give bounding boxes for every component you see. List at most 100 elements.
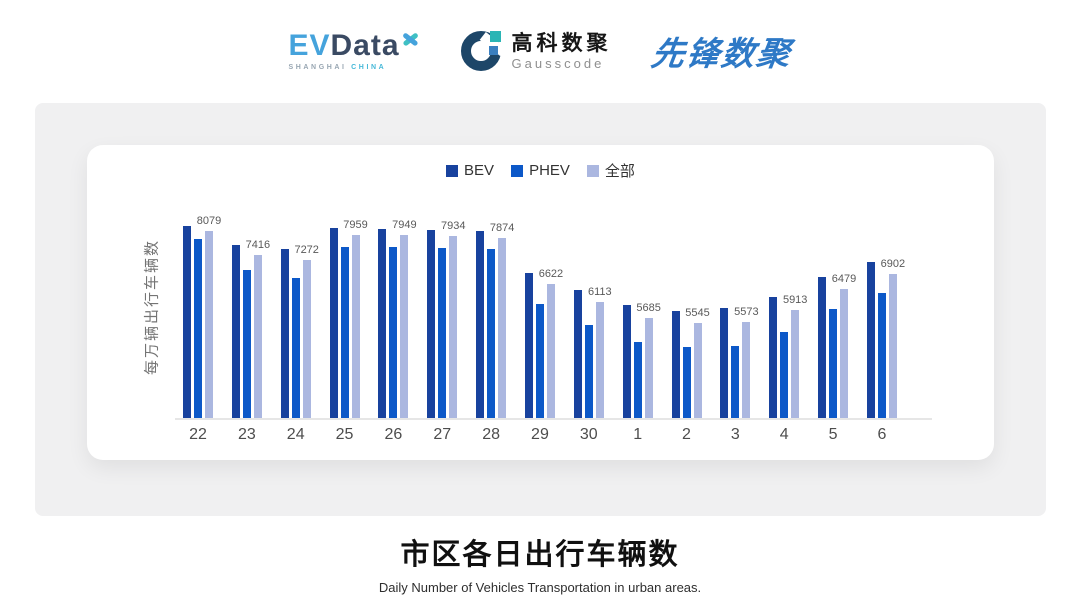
bar-bev-30[interactable] (573, 290, 582, 418)
bar-phev-3[interactable] (731, 346, 740, 418)
bar-phev-25[interactable] (340, 246, 349, 418)
bar-phev-26[interactable] (389, 246, 398, 418)
bar-all-2[interactable] (693, 323, 702, 418)
bar-value-label-6: 6902 (880, 257, 906, 270)
bars-24 (280, 249, 311, 418)
bar-value-label-4: 5913 (782, 293, 808, 306)
bars-2 (671, 310, 702, 418)
bar-group-24: 7272 (280, 218, 319, 418)
bar-bev-24[interactable] (280, 249, 289, 418)
bar-group-6: 6902 (866, 218, 905, 418)
bar-all-5[interactable] (840, 289, 849, 418)
bar-bev-3[interactable] (720, 308, 729, 418)
bar-all-30[interactable] (595, 302, 604, 418)
bar-all-6[interactable] (888, 273, 897, 418)
evdata-ev-text: EV (288, 29, 331, 62)
bars-6 (866, 261, 897, 418)
evdata-logo: EVData SHANGHAI CHINA (288, 29, 420, 72)
bar-all-22[interactable] (205, 230, 213, 418)
bar-value-label-29: 6622 (538, 267, 564, 280)
bar-bev-22[interactable] (183, 225, 191, 418)
x-axis-label-24: 24 (286, 426, 305, 443)
bar-all-27[interactable] (449, 235, 458, 418)
bar-bev-28[interactable] (476, 230, 485, 418)
bar-group-30: 6113 (573, 218, 612, 418)
bar-group-22: 8079 (183, 215, 221, 418)
bar-group-2: 5545 (671, 218, 710, 418)
gausscode-cn-text: 高科数聚 (511, 31, 612, 55)
bar-all-1[interactable] (644, 318, 653, 418)
legend-item-all[interactable]: 全部 (586, 160, 635, 181)
x-axis-label-29: 29 (531, 426, 549, 443)
bar-group-26: 7949 (378, 218, 417, 418)
bar-phev-1[interactable] (633, 341, 642, 418)
gausscode-blue-square (488, 46, 498, 55)
bar-value-label-25: 7959 (343, 218, 368, 231)
bar-value-label-22: 8079 (196, 214, 222, 227)
bar-group-25: 7959 (329, 218, 368, 418)
bar-value-label-5: 6479 (831, 273, 857, 285)
legend-item-bev[interactable]: BEV (446, 160, 494, 181)
bar-all-28[interactable] (498, 238, 507, 418)
legend-swatch-all (586, 164, 599, 177)
bars-3 (720, 308, 751, 418)
bar-phev-6[interactable] (877, 293, 886, 418)
bar-value-label-2: 5545 (685, 307, 710, 320)
bar-bev-5[interactable] (818, 277, 827, 418)
legend-item-phev[interactable]: PHEV (511, 160, 570, 181)
bar-all-26[interactable] (400, 235, 409, 418)
bar-phev-4[interactable] (780, 331, 789, 418)
bar-group-5: 6479 (818, 218, 856, 418)
x-axis-ticks: 22 23 24 25 26 27 28 29 30 1 2 3 4 5 6 (175, 426, 932, 446)
bar-bev-4[interactable] (769, 297, 778, 418)
bar-bev-23[interactable] (231, 245, 240, 418)
x-axis-label-23: 23 (237, 426, 256, 443)
bar-phev-24[interactable] (291, 278, 300, 418)
bar-bev-25[interactable] (329, 227, 338, 418)
bar-all-3[interactable] (742, 322, 751, 418)
bars-4 (769, 297, 800, 418)
bar-all-29[interactable] (546, 283, 555, 418)
bar-value-label-23: 7416 (245, 238, 271, 251)
bars-25 (329, 227, 360, 418)
header-logos: EVData SHANGHAI CHINA 高科数聚 Gausscode 先锋数… (0, 18, 1080, 84)
bar-bev-29[interactable] (524, 272, 533, 418)
bar-bev-27[interactable] (427, 229, 436, 418)
bar-bev-26[interactable] (378, 228, 387, 418)
bar-all-24[interactable] (302, 260, 311, 418)
gausscode-logo: 高科数聚 Gausscode (460, 31, 612, 71)
bar-phev-22[interactable] (194, 239, 202, 418)
gausscode-en-text: Gausscode (511, 55, 605, 71)
bar-phev-5[interactable] (829, 309, 838, 418)
x-axis-label-6: 6 (877, 426, 887, 443)
bar-bev-1[interactable] (622, 305, 631, 418)
bar-all-23[interactable] (253, 254, 262, 418)
legend-label-phev: PHEV (529, 162, 570, 179)
x-axis-label-3: 3 (730, 426, 740, 443)
bar-phev-27[interactable] (438, 248, 447, 418)
bar-value-label-27: 7934 (441, 219, 466, 232)
bars-22 (183, 225, 213, 418)
bar-phev-30[interactable] (584, 325, 593, 418)
bar-bev-2[interactable] (671, 310, 680, 418)
bars-29 (524, 272, 555, 418)
bar-phev-23[interactable] (242, 270, 251, 418)
bar-value-label-30: 6113 (587, 286, 612, 299)
bars-28 (476, 230, 507, 418)
bar-phev-2[interactable] (682, 346, 691, 418)
x-axis-label-5: 5 (828, 426, 838, 443)
bars-23 (231, 245, 262, 418)
evdata-shanghai-text: SHANGHAI (288, 64, 347, 71)
y-axis-title: 每万辆出行车辆数 (143, 238, 161, 376)
x-axis-label-28: 28 (482, 426, 500, 443)
legend-swatch-phev (511, 164, 524, 177)
bar-bev-6[interactable] (866, 261, 875, 418)
chart-card: BEV PHEV 全部 每万辆出行车辆数 8079 7416 7272 7959 7949 7… (87, 145, 994, 460)
bar-phev-28[interactable] (487, 249, 496, 418)
chart-subtitle: Daily Number of Vehicles Transportation … (378, 580, 702, 595)
x-axis-label-30: 30 (579, 426, 598, 443)
bar-phev-29[interactable] (535, 303, 544, 418)
bar-all-25[interactable] (351, 234, 360, 418)
xianfeng-logo: 先锋数聚 (648, 35, 794, 72)
bar-all-4[interactable] (791, 309, 800, 418)
